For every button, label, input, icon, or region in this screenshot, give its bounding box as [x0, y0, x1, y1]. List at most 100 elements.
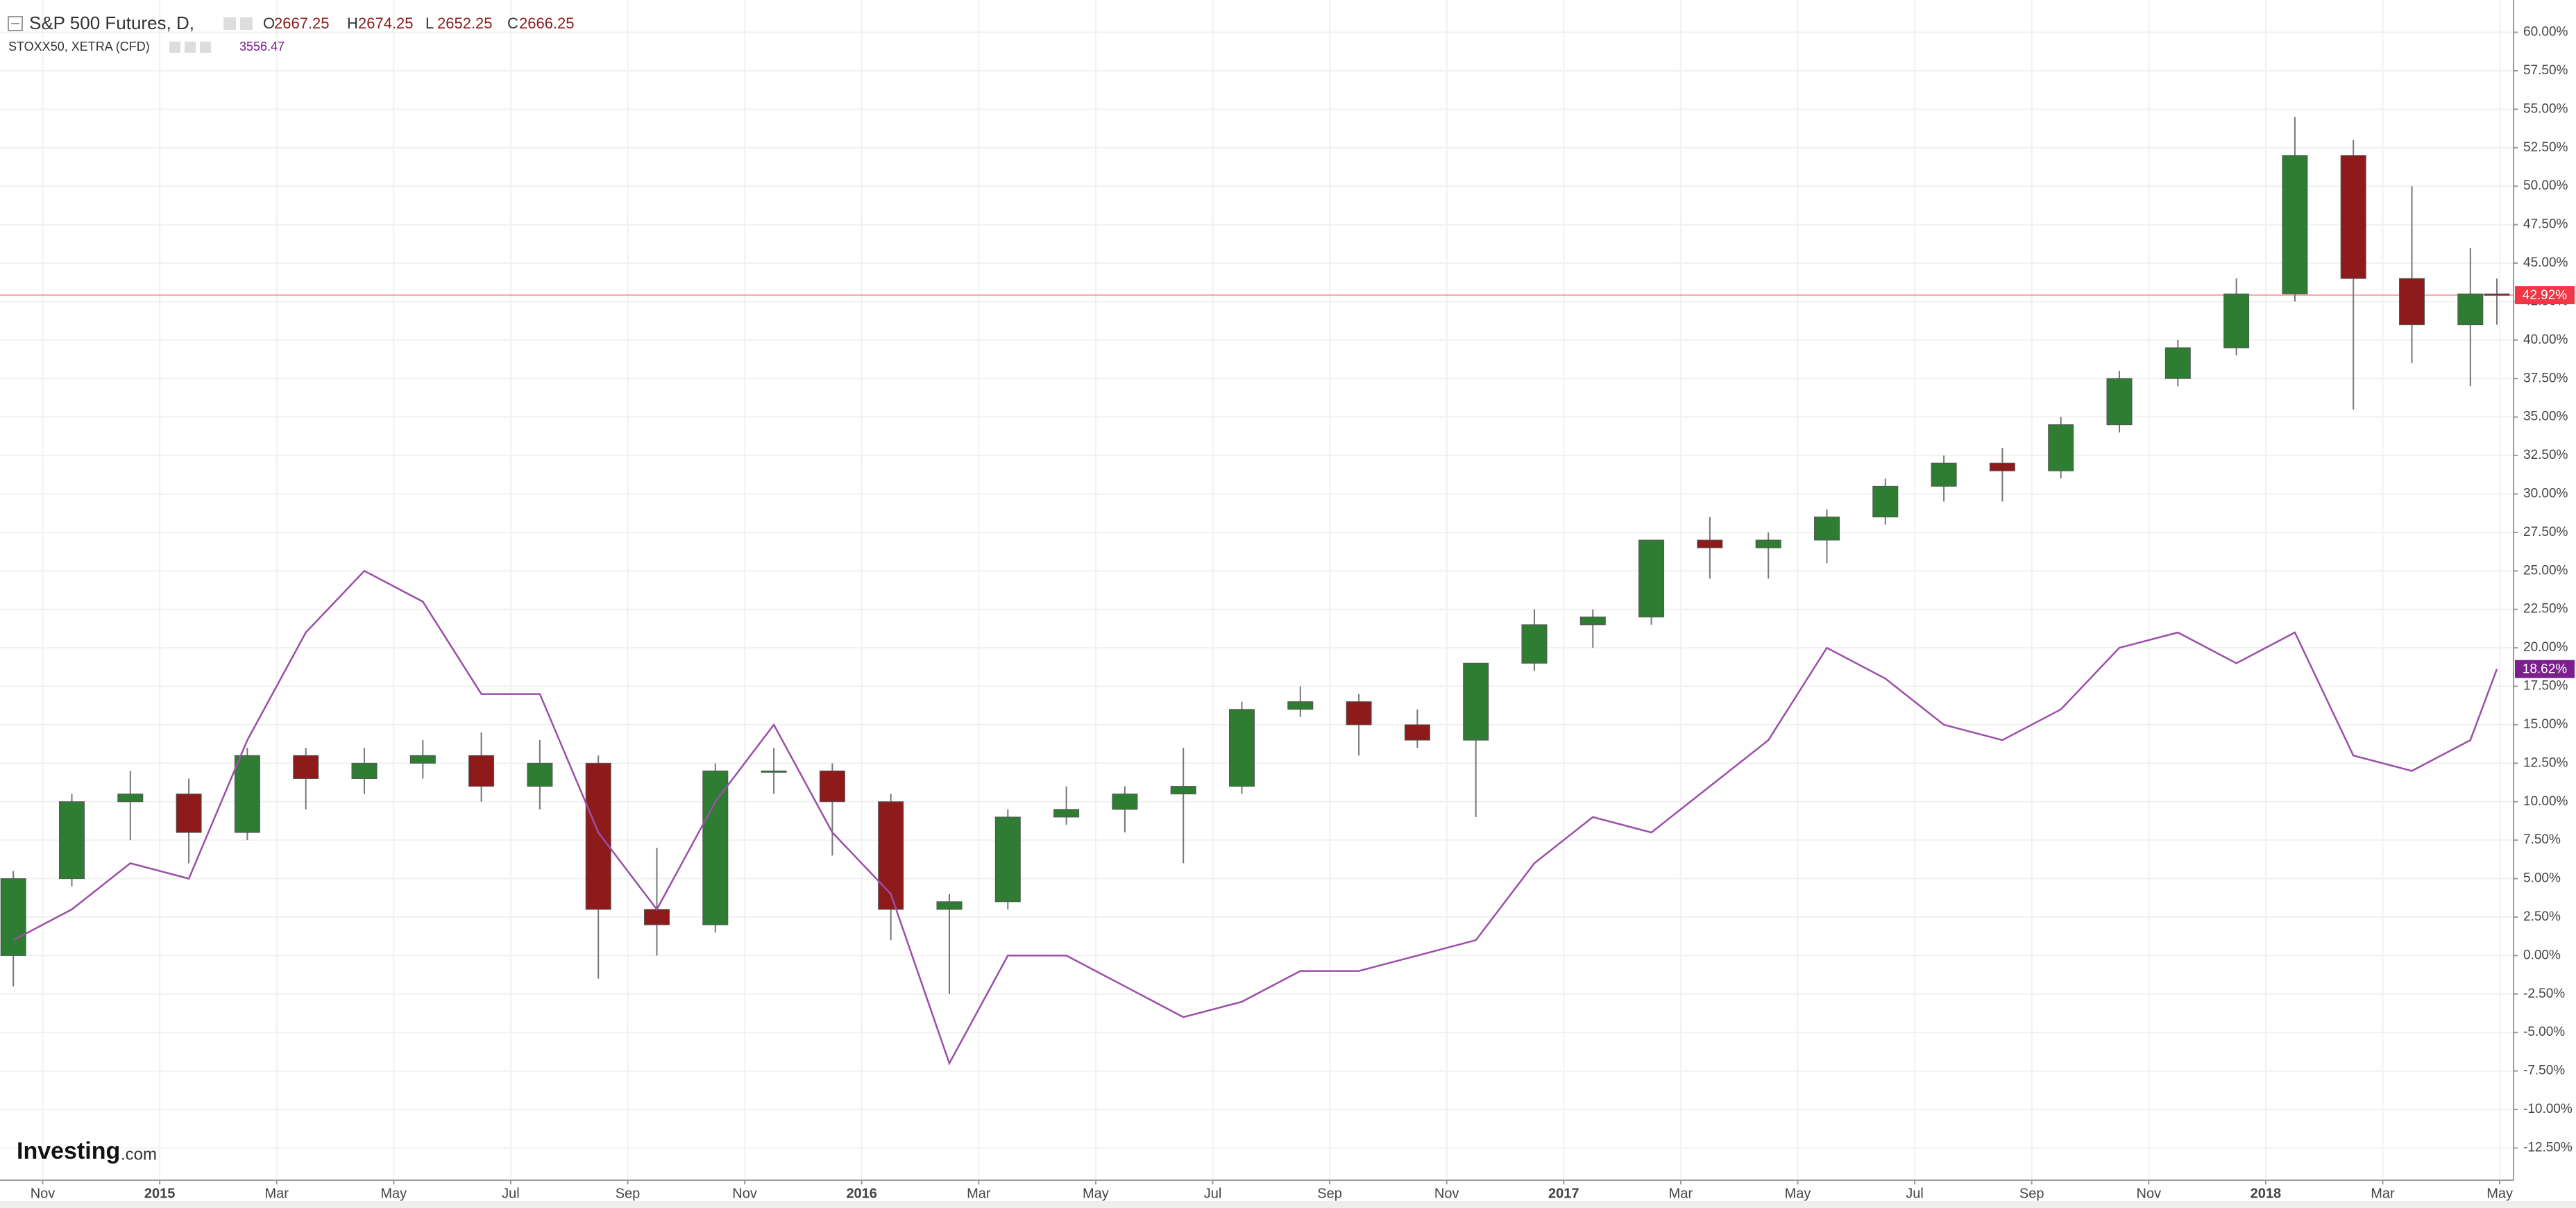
compare-line — [12, 569, 2498, 1066]
y-tick-label: 0.00% — [2523, 948, 2561, 962]
candle-body — [176, 794, 202, 833]
x-tick-label: May — [1083, 1186, 1109, 1201]
candle-body — [293, 755, 319, 780]
y-tick-label: 5.00% — [2523, 871, 2561, 886]
candle-body — [59, 801, 85, 880]
candle-body — [2282, 155, 2308, 294]
compare-quote: 3556.47 — [239, 40, 285, 53]
logo-brand: Investing — [17, 1138, 120, 1164]
x-tick-label: Sep — [1317, 1186, 1342, 1201]
y-tick-label: 55.00% — [2523, 101, 2568, 116]
y-tick-label: -12.50% — [2523, 1140, 2573, 1155]
candle-body — [1755, 539, 1781, 548]
y-tick-label: 57.50% — [2523, 63, 2568, 78]
x-tick-label: Mar — [264, 1186, 289, 1201]
x-tick-label: Nov — [31, 1186, 56, 1201]
y-tick-label: 10.00% — [2523, 794, 2568, 809]
hide-icon[interactable] — [240, 17, 253, 30]
candle-body — [527, 762, 553, 787]
y-tick-label: 52.50% — [2523, 140, 2568, 155]
x-tick-label: May — [380, 1186, 407, 1201]
candle-body — [2106, 378, 2133, 426]
hide-icon[interactable] — [185, 42, 196, 53]
x-tick-label: Nov — [1434, 1186, 1459, 1201]
candle-body — [1112, 794, 1138, 810]
compare-title: STOXX50, XETRA (CFD) — [8, 40, 150, 53]
ohlc-key: C — [507, 15, 518, 32]
y-tick-label: -5.00% — [2523, 1025, 2565, 1039]
ohlc-key: O — [263, 15, 275, 32]
y-tick-label: 60.00% — [2523, 25, 2568, 40]
candle-body — [994, 816, 1021, 903]
grid — [0, 0, 2514, 1180]
x-tick-label: Jul — [1906, 1186, 1924, 1201]
candle-body — [1579, 616, 1606, 626]
candle-body — [761, 770, 787, 773]
ohlc-key: L — [425, 15, 434, 32]
candle-body — [1931, 462, 1957, 487]
y-tick-label: 47.50% — [2523, 217, 2568, 232]
x-tick-label: 2017 — [1548, 1186, 1579, 1201]
candle-body — [585, 762, 611, 910]
x-tick-label: Mar — [2371, 1186, 2395, 1201]
candle-body — [1287, 701, 1314, 710]
x-tick-label: 2015 — [144, 1186, 176, 1201]
x-tick-label: Nov — [732, 1186, 757, 1201]
y-tick-label: 27.50% — [2523, 525, 2568, 539]
collapse-icon[interactable] — [8, 16, 23, 31]
ohlc-key: H — [347, 15, 358, 32]
candle-body — [2223, 293, 2250, 349]
candle-body — [1463, 662, 1489, 741]
candle-body — [1989, 462, 2015, 471]
candle-body — [1229, 709, 1255, 787]
series-title: S&P 500 Futures, D, — [29, 12, 194, 33]
y-tick-label: 12.50% — [2523, 755, 2568, 770]
x-tick-label: Sep — [616, 1186, 641, 1201]
candle-body — [1638, 539, 1665, 618]
candle-body — [2164, 347, 2191, 379]
candle-body — [468, 755, 495, 787]
y-tick-label: 17.50% — [2523, 679, 2568, 694]
logo-suffix: .com — [121, 1145, 157, 1164]
candle-body — [878, 801, 904, 910]
x-tick-label: Jul — [1204, 1186, 1222, 1201]
candle-body — [351, 762, 378, 780]
candle-body — [2457, 293, 2484, 326]
candle-body — [2484, 293, 2510, 296]
candle-body — [2399, 278, 2425, 326]
ohlc-value: 2674.25 — [358, 15, 414, 32]
candle-body — [1814, 517, 1840, 541]
settings-icon[interactable] — [169, 42, 180, 53]
y-tick-label: 35.00% — [2523, 410, 2568, 424]
settings-icon[interactable] — [223, 17, 236, 30]
y-tick-label: -10.00% — [2523, 1102, 2573, 1116]
candle-body — [1521, 624, 1548, 664]
y-tick-label: 50.00% — [2523, 178, 2568, 193]
y-tick-label: 37.50% — [2523, 371, 2568, 385]
x-tick-label: Sep — [2019, 1186, 2044, 1201]
candle-body — [1170, 786, 1196, 795]
last-value-label: 18.62% — [2523, 662, 2568, 677]
y-tick-label: 30.00% — [2523, 486, 2568, 501]
x-tick-label: May — [2486, 1186, 2513, 1201]
scrollbar[interactable] — [0, 1201, 2576, 1208]
close-icon[interactable] — [200, 42, 211, 53]
candle-body — [1872, 485, 1899, 518]
y-tick-label: 20.00% — [2523, 640, 2568, 655]
y-tick-label: 25.00% — [2523, 563, 2568, 578]
y-tick-label: -2.50% — [2523, 987, 2565, 1001]
x-tick-label: Mar — [1669, 1186, 1693, 1201]
candle-body — [2048, 424, 2074, 471]
candle-body — [819, 770, 845, 803]
y-tick-label: 32.50% — [2523, 448, 2568, 462]
y-tick-label: 15.00% — [2523, 717, 2568, 732]
candle-body — [2340, 155, 2366, 279]
ohlc-value: 2667.25 — [274, 15, 330, 32]
y-tick-label: 2.50% — [2523, 909, 2561, 924]
candle-body — [1697, 539, 1723, 548]
candle-body — [0, 878, 26, 956]
x-tick-label: 2016 — [846, 1186, 877, 1201]
y-tick-label: 7.50% — [2523, 832, 2561, 847]
